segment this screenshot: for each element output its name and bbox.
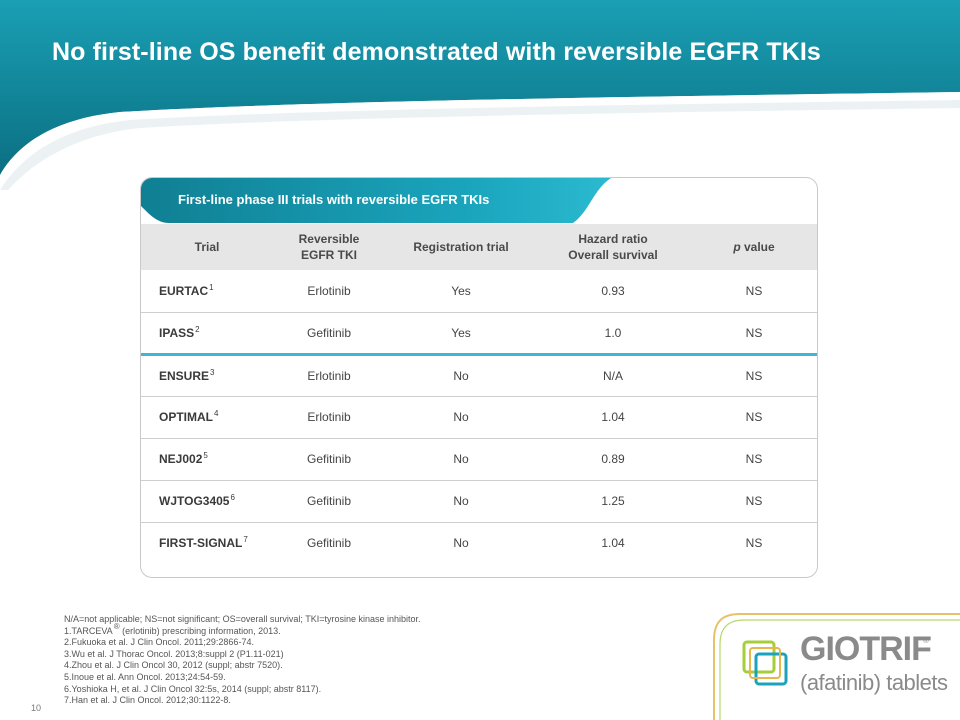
hazard-ratio-cell: 1.25 [537,480,689,523]
footnote-ref-2: 2.Fukuoka et al. J Clin Oncol. 2011;29:2… [64,637,254,648]
col-header-hazard-ratio: Hazard ratio Overall survival [537,224,689,270]
brand-subtitle: (afatinib) tablets [800,670,948,695]
p-value-cell: NS [689,396,817,439]
table-header-row: Trial Reversible EGFR TKI Registration tr… [141,224,817,270]
table-row: IPASS2 Gefitinib Yes 1.0 NS [141,312,817,356]
p-value-cell: NS [689,312,817,356]
registration-cell: No [453,536,469,551]
slide-header: No first-line OS benefit demonstrated wi… [0,0,960,190]
tki-cell: Erlotinib [273,354,385,397]
footnote-ref-1: 1.TARCEVA® (erlotinib) prescribing infor… [64,621,281,636]
p-value-cell: NS [689,438,817,481]
header-background [0,0,960,190]
table-row: NEJ0025 Gefitinib No 0.89 NS [141,438,817,481]
p-value-cell: NS [689,354,817,397]
hazard-ratio-cell: 1.0 [537,312,689,356]
page-title: No first-line OS benefit demonstrated wi… [52,38,821,66]
trial-name: IPASS2 [141,312,273,356]
trial-name: ENSURE3 [141,354,273,397]
footnote-ref-4: 4.Zhou et al. J Clin Oncol 30, 2012 (sup… [64,660,283,671]
card-tab: First-line phase III trials with reversi… [141,178,611,223]
tki-cell: Erlotinib [273,396,385,439]
registration-cell: Yes [385,312,537,356]
p-value-cell: NS [745,536,763,551]
hazard-ratio-cell: 1.04 [601,536,625,551]
trial-name: NEJ0025 [141,438,273,481]
col-header-p-value: p value [689,224,817,270]
registration-cell: Yes [385,270,537,313]
col-header-trial: Trial [141,224,273,270]
registration-cell: No [385,438,537,481]
brand-logo: GIOTRIF ® (afatinib) tablets [700,600,960,720]
footnote-ref-5: 5.Inoue et al. Ann Oncol. 2013;24:54-59. [64,671,226,682]
tki-cell: Gefitinib [273,438,385,481]
hazard-ratio-cell: 1.04 [537,396,689,439]
logo-frame [713,613,960,720]
tki-cell: Erlotinib [273,270,385,313]
registration-cell: No [385,354,537,397]
p-value-cell: NS [689,270,817,313]
trial-name: FIRST-SIGNAL7 [159,535,248,551]
table-row: ENSURE3 Erlotinib No N/A NS [141,354,817,397]
trials-card: First-line phase III trials with reversi… [140,177,818,578]
footnote-ref-6: 6.Yoshioka H, et al. J Clin Oncol 32:5s,… [64,683,322,694]
registration-cell: No [385,396,537,439]
trial-name: OPTIMAL4 [141,396,273,439]
trials-table: Trial Reversible EGFR TKI Registration tr… [141,224,817,564]
p-value-cell: NS [689,480,817,523]
page-number: 10 [31,703,42,713]
tki-cell: Gefitinib [273,480,385,523]
hazard-ratio-cell: 0.89 [537,438,689,481]
table-row: WJTOG34056 Gefitinib No 1.25 NS [141,480,817,523]
footnote-ref-7: 7.Han et al. J Clin Oncol. 2012;30:1122-… [64,695,231,706]
hazard-ratio-cell: 0.93 [537,270,689,313]
trial-name: EURTAC1 [141,270,273,313]
card-tab-label: First-line phase III trials with reversi… [178,192,490,207]
footnotes: N/A=not applicable; NS=not significant; … [64,614,624,707]
tki-cell: Gefitinib [273,312,385,356]
table-row: OPTIMAL4 Erlotinib No 1.04 NS [141,396,817,439]
registration-cell: No [385,480,537,523]
table-row: FIRST-SIGNAL7 Gefitinib No 1.04 NS [141,522,817,564]
hazard-ratio-cell: N/A [537,354,689,397]
logo-mark-icon [742,640,788,686]
brand-registered-mark: ® [923,636,929,645]
footnote-ref-3: 3.Wu et al. J Thorac Oncol. 2013;8:suppl… [64,648,284,659]
col-header-registration: Registration trial [385,224,537,270]
footnote-abbreviations: N/A=not applicable; NS=not significant; … [64,614,421,624]
brand-name: GIOTRIF [800,630,932,668]
col-header-tki: Reversible EGFR TKI [273,224,385,270]
table-row: EURTAC1 Erlotinib Yes 0.93 NS [141,270,817,313]
trial-name: WJTOG34056 [141,480,273,523]
tki-cell: Gefitinib [306,536,352,551]
card-tab-shape [141,178,611,223]
